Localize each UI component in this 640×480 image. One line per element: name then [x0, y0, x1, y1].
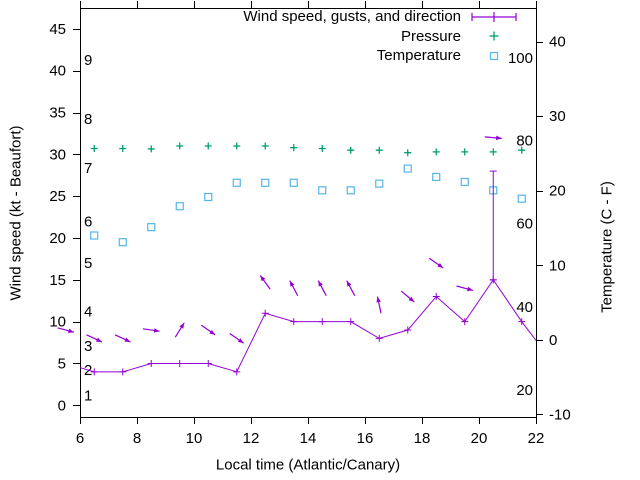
tick-label: 1	[84, 387, 92, 404]
tick-label: 10	[549, 257, 566, 274]
tick-label: 8	[84, 111, 92, 128]
tick-label: 10	[186, 430, 203, 447]
plot-border	[80, 8, 537, 418]
tick-label: 7	[84, 160, 92, 177]
legend-item-wind: Wind speed, gusts, and direction	[243, 7, 517, 27]
tick-label: 4	[84, 304, 92, 321]
tick-label: 9	[84, 52, 92, 69]
tick-label: 35	[49, 105, 66, 122]
tick-label: 14	[300, 430, 317, 447]
tick-label: 5	[58, 355, 66, 372]
x-axis-title: Local time (Atlantic/Canary)	[215, 456, 401, 474]
tick-label: -10	[549, 406, 571, 423]
tick-label: 20	[516, 382, 533, 399]
fahrenheit-scale-labels: 20 40 60 80 100	[508, 50, 533, 399]
legend-label-wind: Wind speed, gusts, and direction	[243, 8, 461, 26]
tick-label: 6	[84, 213, 92, 230]
tick-label: 5	[84, 255, 92, 272]
tick-label: 15	[49, 272, 66, 289]
tick-label: 0	[58, 397, 66, 414]
tick-label: 60	[516, 215, 533, 232]
legend-label-temperature: Temperature	[376, 47, 461, 65]
pressure-series	[90, 142, 526, 157]
x-axis: 6 8 10 12 14 16 18 20 22	[76, 1, 545, 447]
temperature-series	[90, 164, 526, 247]
square-sample-icon	[471, 51, 517, 61]
legend-label-pressure: Pressure	[400, 27, 461, 45]
tick-label: 8	[133, 430, 141, 447]
tick-label: 16	[357, 430, 374, 447]
y-axis-left: 0 5 10 15 20 25 30 35 40 45	[49, 21, 80, 414]
tick-label: 25	[49, 188, 66, 205]
y-right-axis-title: Temperature (C - F)	[598, 181, 616, 313]
tick-label: 30	[49, 146, 66, 163]
tick-label: 18	[414, 430, 431, 447]
y-axis-right: -10 0 10 20 30 40	[536, 34, 571, 423]
tick-label: 3	[84, 338, 92, 355]
tick-label: 40	[49, 63, 66, 80]
errorbar-sample-icon	[471, 8, 517, 26]
tick-label: 40	[516, 299, 533, 316]
wind-direction-arrows	[57, 135, 502, 344]
tick-label: 6	[76, 430, 84, 447]
tick-label: 80	[516, 133, 533, 150]
tick-label: 45	[49, 21, 66, 38]
tick-label: 10	[49, 314, 66, 331]
tick-label: 2	[84, 362, 92, 379]
tick-label: 20	[471, 430, 488, 447]
tick-label: 22	[528, 430, 545, 447]
tick-label: 100	[508, 50, 533, 67]
y-left-axis-title: Wind speed (kt - Beaufort)	[7, 125, 25, 301]
wind-series	[80, 170, 536, 376]
legend-item-pressure: Pressure	[243, 27, 517, 47]
tick-label: 40	[549, 34, 566, 51]
tick-label: 12	[243, 430, 260, 447]
tick-label: 20	[549, 183, 566, 200]
beaufort-scale-labels: 1 2 3 4 5 6 7 8 9	[84, 52, 92, 404]
tick-label: 0	[549, 332, 557, 349]
legend: Wind speed, gusts, and direction Pressur…	[243, 7, 517, 66]
tick-label: 20	[49, 230, 66, 247]
tick-label: 30	[549, 108, 566, 125]
plus-sample-icon	[471, 30, 517, 42]
legend-item-temperature: Temperature	[243, 46, 517, 66]
